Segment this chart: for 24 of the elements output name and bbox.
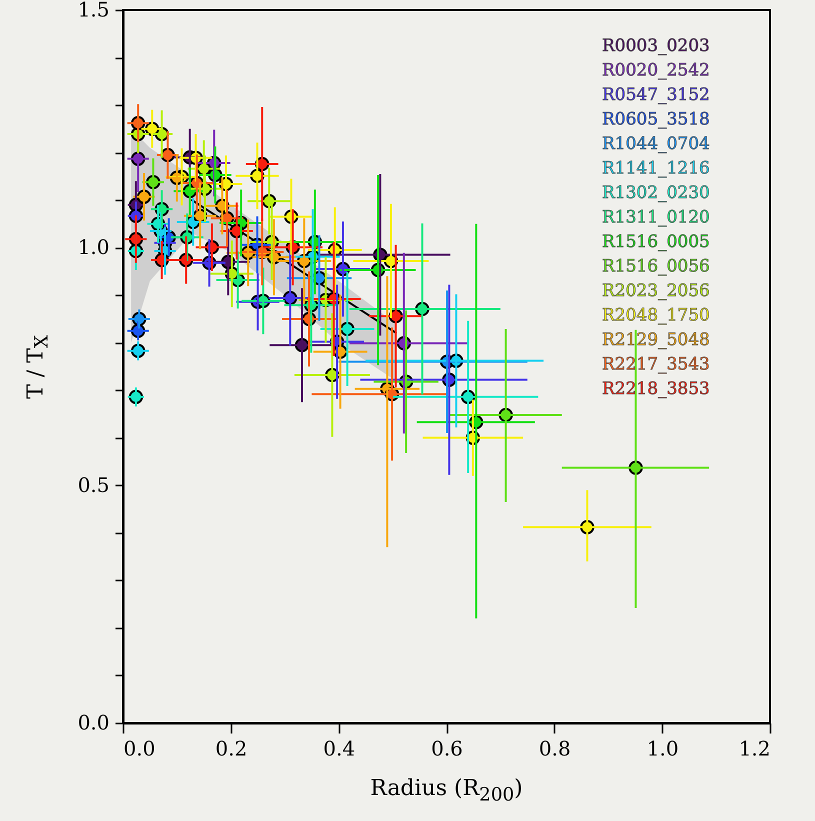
y-tick-label: 1.0 bbox=[78, 235, 110, 260]
text: R1141_1216 bbox=[602, 158, 710, 178]
x-tick-label: 1.0 bbox=[646, 736, 679, 760]
y-tick-label: 0.5 bbox=[78, 472, 110, 497]
x-tick-label: 0.2 bbox=[215, 736, 248, 760]
x-axis-title: Radius (R$_{200}$) bbox=[369, 776, 524, 806]
text: R0547_3152 bbox=[602, 85, 710, 105]
text: R0020_2542 bbox=[602, 60, 710, 80]
y-tick-label: 1.5 bbox=[78, 0, 110, 22]
y-tick-label: 0.0 bbox=[78, 710, 110, 734]
x-tick-label: 1.2 bbox=[738, 736, 770, 760]
text: R1516_0005 bbox=[602, 232, 710, 252]
x-tick-label: 0.6 bbox=[431, 736, 463, 760]
text: R1516_0056 bbox=[602, 256, 710, 276]
text: R0605_3518 bbox=[602, 110, 710, 130]
x-tick-label: 0.4 bbox=[323, 736, 356, 760]
x-tick-label: 0.0 bbox=[124, 736, 156, 760]
text: R2023_2056 bbox=[602, 281, 710, 301]
text: R2048_1750 bbox=[602, 306, 710, 326]
text: R0003_0203 bbox=[602, 36, 710, 56]
x-tick-label: 0.8 bbox=[538, 736, 571, 760]
text: R1044_0704 bbox=[602, 134, 710, 154]
text: R1311_0120 bbox=[602, 208, 710, 228]
text: R1302_0230 bbox=[602, 183, 710, 203]
